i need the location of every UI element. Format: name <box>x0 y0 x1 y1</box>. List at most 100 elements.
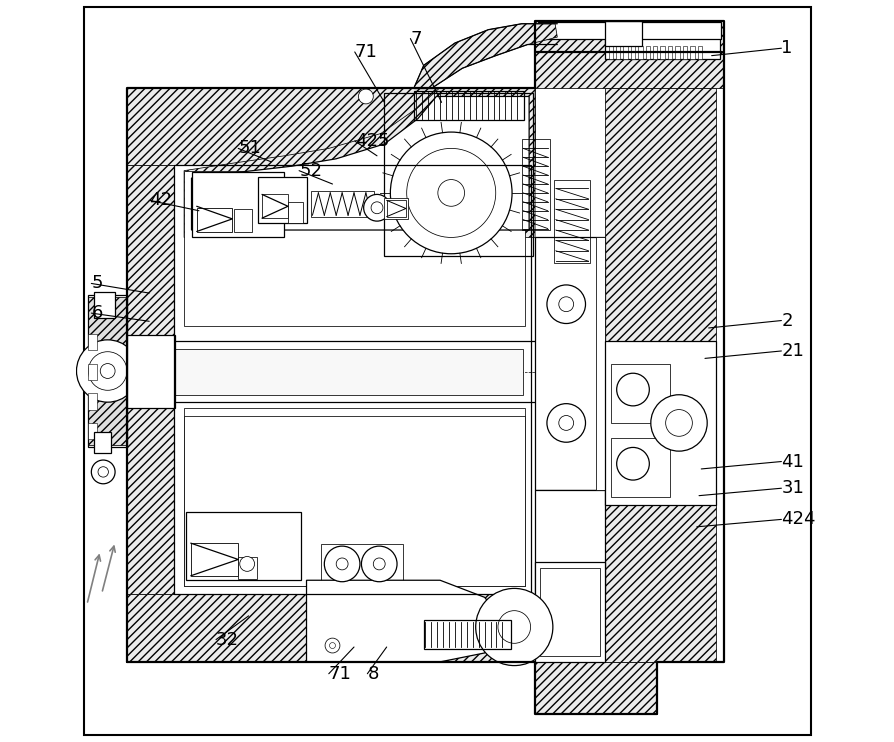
Text: 7: 7 <box>410 30 421 47</box>
Bar <box>675 46 679 59</box>
Circle shape <box>324 546 359 582</box>
Text: 52: 52 <box>299 162 322 180</box>
Bar <box>660 46 664 59</box>
Bar <box>604 341 715 505</box>
Circle shape <box>100 364 115 378</box>
Bar <box>535 490 604 594</box>
Bar <box>174 349 523 395</box>
Circle shape <box>558 297 573 312</box>
Bar <box>184 416 525 586</box>
Text: 51: 51 <box>238 139 261 157</box>
Polygon shape <box>184 88 535 237</box>
Bar <box>414 91 523 120</box>
Bar <box>540 568 599 656</box>
Bar <box>310 191 374 217</box>
Polygon shape <box>262 194 288 218</box>
Text: 71: 71 <box>354 43 377 61</box>
Circle shape <box>390 132 511 254</box>
Bar <box>537 22 720 39</box>
Bar <box>174 165 530 594</box>
Bar <box>608 46 612 59</box>
Bar <box>88 295 127 447</box>
Text: 6: 6 <box>91 304 103 322</box>
Bar <box>553 180 589 263</box>
Circle shape <box>650 395 706 451</box>
Bar <box>610 364 670 423</box>
Bar <box>604 22 719 59</box>
Text: 8: 8 <box>367 665 378 683</box>
Bar <box>535 562 604 662</box>
Circle shape <box>336 558 348 570</box>
Polygon shape <box>197 208 232 232</box>
Bar <box>682 46 687 59</box>
Bar <box>384 198 408 219</box>
Bar <box>127 335 175 408</box>
Circle shape <box>497 611 530 643</box>
Bar <box>88 423 97 439</box>
Text: 425: 425 <box>354 132 389 150</box>
Circle shape <box>558 416 573 430</box>
Text: 21: 21 <box>780 342 804 360</box>
Bar <box>696 46 701 59</box>
Bar <box>653 46 657 59</box>
Bar <box>667 46 671 59</box>
Bar <box>321 544 402 582</box>
Circle shape <box>240 556 254 571</box>
Bar <box>423 620 510 649</box>
Bar <box>521 139 549 230</box>
Bar <box>94 432 111 453</box>
Polygon shape <box>306 580 506 662</box>
Polygon shape <box>535 21 722 88</box>
Polygon shape <box>88 297 127 445</box>
Circle shape <box>363 194 390 221</box>
Bar <box>630 46 635 59</box>
Circle shape <box>329 643 335 649</box>
Circle shape <box>437 180 464 206</box>
Bar <box>88 364 97 380</box>
Polygon shape <box>191 96 528 230</box>
Circle shape <box>373 558 384 570</box>
Text: 424: 424 <box>780 510 815 528</box>
Bar <box>595 237 604 490</box>
Circle shape <box>546 285 585 324</box>
Bar <box>191 172 284 237</box>
Bar <box>186 512 301 580</box>
Polygon shape <box>414 24 557 88</box>
Bar <box>184 171 525 326</box>
Text: 2: 2 <box>780 312 792 329</box>
Circle shape <box>91 460 115 484</box>
Bar <box>689 46 694 59</box>
Circle shape <box>616 373 649 406</box>
Bar <box>535 237 604 490</box>
Bar <box>184 408 525 586</box>
Bar <box>288 202 302 223</box>
Circle shape <box>325 638 340 653</box>
Circle shape <box>76 340 139 402</box>
Circle shape <box>89 352 127 390</box>
Circle shape <box>358 89 373 104</box>
Polygon shape <box>127 594 535 662</box>
Bar <box>645 46 649 59</box>
Polygon shape <box>190 543 238 576</box>
Bar <box>94 292 115 318</box>
Text: 41: 41 <box>780 453 804 470</box>
Bar <box>238 556 257 579</box>
Text: 32: 32 <box>215 631 239 649</box>
Bar <box>637 46 642 59</box>
Bar <box>258 177 306 223</box>
Polygon shape <box>535 662 656 714</box>
Circle shape <box>665 410 692 436</box>
Circle shape <box>476 588 552 666</box>
Bar <box>384 93 532 256</box>
Polygon shape <box>604 88 715 662</box>
Circle shape <box>546 404 585 442</box>
Polygon shape <box>386 200 406 217</box>
Bar <box>610 438 670 497</box>
Text: 5: 5 <box>91 275 103 292</box>
Polygon shape <box>127 88 535 165</box>
Text: 42: 42 <box>149 191 172 209</box>
Text: 31: 31 <box>780 479 804 497</box>
Circle shape <box>406 148 495 237</box>
Text: 1: 1 <box>780 39 792 57</box>
Bar <box>88 393 97 410</box>
